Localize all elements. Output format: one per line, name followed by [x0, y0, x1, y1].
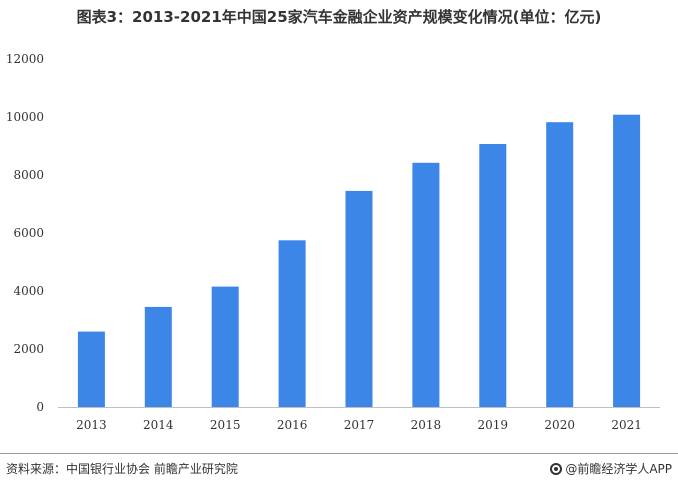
x-axis-ticks: 2013 2014 2015 2016 2017 2018 2019 2020 2021	[76, 418, 642, 432]
brand-text: @前瞻经济学人APP	[565, 462, 672, 476]
x-tick-label: 2016	[277, 418, 308, 432]
y-tick-label: 2000	[13, 342, 44, 356]
x-tick-label: 2018	[411, 418, 442, 432]
y-tick-label: 12000	[6, 52, 44, 66]
y-tick-label: 0	[36, 400, 44, 414]
bar-2021	[613, 114, 641, 407]
footer-divider	[0, 453, 678, 454]
bar-2015	[211, 286, 239, 407]
x-tick-label: 2017	[344, 418, 375, 432]
x-tick-label: 2013	[76, 418, 107, 432]
bar-2017	[345, 190, 373, 407]
bar-2019	[479, 144, 507, 407]
y-tick-label: 6000	[13, 226, 44, 240]
x-tick-label: 2014	[143, 418, 174, 432]
x-tick-label: 2020	[544, 418, 575, 432]
y-axis-ticks: 0 2000 4000 6000 8000 10000 12000	[6, 52, 44, 414]
source-note: 资料来源：中国银行业协会 前瞻产业研究院	[6, 462, 238, 476]
x-tick-label: 2021	[611, 418, 642, 432]
y-tick-label: 8000	[13, 168, 44, 182]
x-tick-label: 2019	[478, 418, 509, 432]
y-tick-label: 10000	[6, 110, 44, 124]
bar-2013	[77, 331, 105, 407]
x-tick-label: 2015	[210, 418, 241, 432]
bar-chart: 0 2000 4000 6000 8000 10000 12000 2013 2014 2015…	[6, 52, 660, 432]
bar-2020	[546, 122, 574, 407]
bars-group	[77, 114, 641, 408]
bar-2018	[412, 162, 440, 407]
brand-credit: @前瞻经济学人APP	[550, 460, 672, 477]
y-tick-label: 4000	[13, 284, 44, 298]
bar-2014	[144, 306, 172, 407]
chart-title: 图表3：2013-2021年中国25家汽车金融企业资产规模变化情况(单位：亿元)	[76, 8, 602, 26]
brand-logo-icon	[550, 462, 563, 475]
bar-2016	[278, 240, 306, 408]
